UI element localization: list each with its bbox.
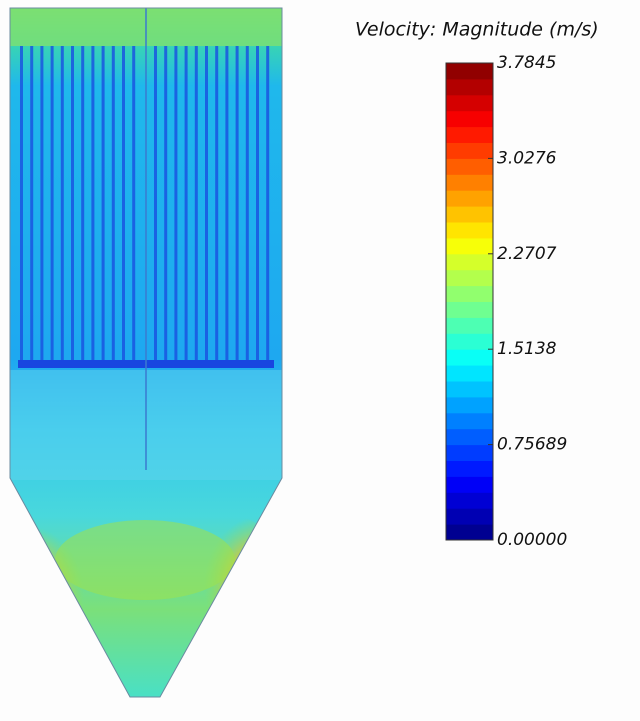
- colorbar-band: [446, 428, 493, 446]
- tick-label: 2.2707: [497, 244, 557, 264]
- colorbar-band: [446, 94, 493, 112]
- plate: [40, 46, 44, 362]
- colorbar-band: [446, 269, 493, 287]
- colorbar-band: [446, 444, 493, 461]
- colorbar-band: [446, 206, 493, 223]
- legend-title: Velocity: Magnitude (m/s): [355, 19, 599, 41]
- plate: [256, 46, 259, 362]
- colorbar-band: [446, 396, 493, 414]
- plate: [91, 46, 95, 362]
- colorbar-band: [446, 285, 493, 302]
- plate: [101, 46, 105, 362]
- plate: [205, 46, 208, 362]
- plate: [184, 46, 188, 362]
- vessel-outline: [9, 7, 283, 698]
- plate: [164, 46, 168, 362]
- colorbar-band: [446, 63, 493, 80]
- colorbar-band: [446, 110, 493, 128]
- colorbar-band: [446, 253, 493, 271]
- plate: [194, 46, 198, 362]
- colorbar-band: [446, 78, 493, 96]
- colorbar-band: [446, 142, 493, 159]
- tick-label: 1.5138: [497, 339, 557, 359]
- plate: [225, 46, 229, 362]
- plate: [245, 46, 249, 362]
- plate: [174, 46, 178, 362]
- colorbar-band: [446, 317, 493, 334]
- tick-label: 3.7845: [497, 53, 556, 73]
- plate: [50, 46, 54, 362]
- plate: [30, 46, 34, 362]
- colorbar-band: [446, 333, 493, 350]
- plate: [235, 46, 239, 362]
- colorbar-band: [446, 190, 493, 207]
- plate: [154, 46, 157, 362]
- colorbar-band: [446, 349, 493, 366]
- tick-label: 0.00000: [497, 530, 567, 550]
- plate: [132, 46, 136, 362]
- plate: [81, 46, 85, 362]
- colorbar-band: [446, 365, 493, 382]
- colorbar-band: [446, 492, 493, 509]
- colorbar-band: [446, 174, 493, 191]
- colorbar-frame: [445, 62, 494, 541]
- tick-label: 0.75689: [497, 435, 567, 455]
- plate: [60, 46, 64, 362]
- colorbar-band: [446, 508, 493, 525]
- tick-label: 3.0276: [497, 148, 557, 168]
- plate: [111, 46, 115, 362]
- colorbar-band: [446, 158, 493, 175]
- plate: [20, 46, 23, 362]
- colorbar-band: [446, 524, 493, 541]
- plate: [122, 46, 125, 362]
- colorbar-band: [446, 381, 493, 398]
- colorbar: [446, 63, 493, 541]
- plate: [266, 46, 270, 362]
- contour-plot: [10, 8, 282, 697]
- plate: [71, 46, 74, 362]
- plate: [215, 46, 219, 362]
- colorbar-band: [446, 222, 493, 239]
- colorbar-band: [446, 301, 493, 318]
- colorbar-band: [446, 476, 493, 493]
- colorbar-band: [446, 460, 493, 477]
- colorbar-band: [446, 237, 493, 255]
- colorbar-band: [446, 412, 493, 430]
- colorbar-band: [446, 126, 493, 143]
